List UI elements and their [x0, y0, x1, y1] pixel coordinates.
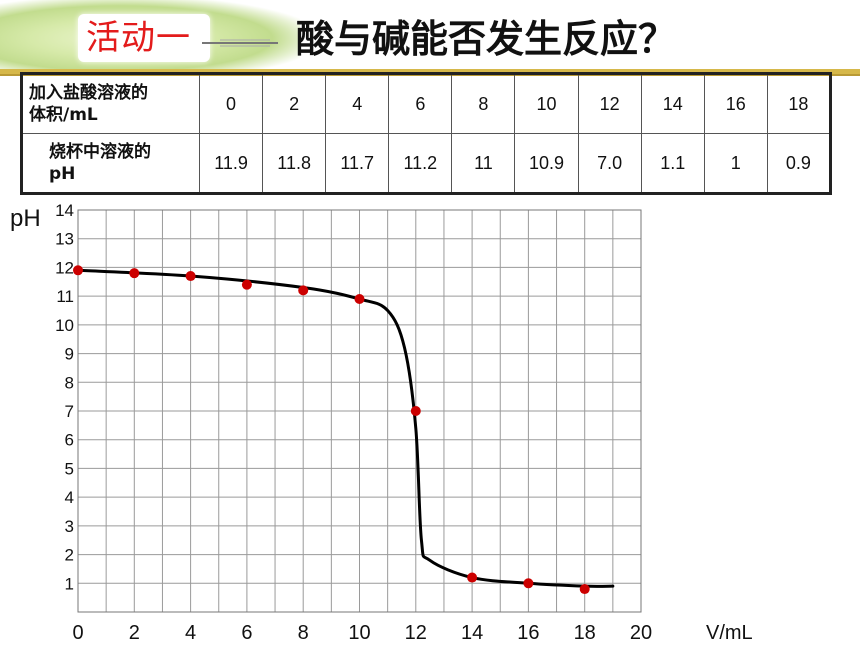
- x-tick-label: 10: [348, 622, 370, 644]
- chart-points-layer: [73, 265, 590, 595]
- data-point: [467, 572, 478, 583]
- y-tick-label: 14: [55, 201, 74, 220]
- y-tick-label: 10: [55, 316, 74, 335]
- y-tick-label: 8: [65, 373, 74, 392]
- y-tick-label: 7: [65, 402, 74, 421]
- activity-label: 活动一: [86, 18, 191, 58]
- ph-cell: 11: [451, 133, 516, 194]
- x-tick-label: 20: [630, 622, 652, 644]
- x-tick-label: 16: [517, 622, 539, 644]
- row-header-volume-line2: 体积/mL: [29, 105, 98, 125]
- data-point: [129, 268, 140, 279]
- row-header-volume-line1: 加入盐酸溶液的: [29, 83, 148, 103]
- row-header-ph: 烧杯中溶液的 pH: [21, 133, 200, 194]
- volume-cell: 2: [262, 73, 327, 134]
- y-tick-label: 13: [55, 230, 74, 249]
- table-row-volume: 加入盐酸溶液的 体积/mL 0 2 4 6 8 10 12 14 16 18: [21, 73, 832, 134]
- pen-icon: [202, 39, 278, 47]
- page-title: 酸与碱能否发生反应？: [296, 17, 677, 61]
- row-header-ph-line2: pH: [49, 164, 76, 184]
- ph-cell: 1.1: [640, 133, 705, 194]
- x-tick-label: 4: [185, 622, 196, 644]
- ph-cell: 10.9: [514, 133, 579, 194]
- y-tick-label: 5: [65, 459, 74, 478]
- x-tick-label: 0: [72, 622, 83, 644]
- volume-cell: 10: [514, 73, 579, 134]
- data-point: [73, 265, 83, 276]
- y-tick-label: 2: [65, 546, 74, 565]
- y-tick-label: 11: [56, 287, 74, 306]
- y-tick-label: 3: [65, 517, 74, 536]
- data-table: 加入盐酸溶液的 体积/mL 0 2 4 6 8 10 12 14 16 18 烧…: [20, 72, 832, 195]
- ph-cell: 7.0: [577, 133, 642, 194]
- x-tick-label: 6: [241, 622, 252, 644]
- plot-frame: [77, 209, 642, 613]
- x-tick-label: 18: [574, 622, 596, 644]
- x-tick-label: 12: [405, 622, 427, 644]
- x-tick-label: 2: [129, 622, 140, 644]
- ph-cell: 0.9: [766, 133, 832, 194]
- ph-cell: 1: [703, 133, 768, 194]
- volume-cell: 0: [198, 73, 264, 134]
- volume-cell: 14: [640, 73, 705, 134]
- volume-cell: 12: [577, 73, 642, 134]
- ph-cell: 11.8: [262, 133, 327, 194]
- titration-curve: [76, 268, 615, 588]
- y-tick-label: 4: [65, 488, 74, 507]
- ph-cell: 11.7: [325, 133, 390, 194]
- volume-cell: 18: [766, 73, 832, 134]
- volume-cell: 8: [451, 73, 516, 134]
- data-point: [410, 406, 421, 416]
- volume-cell: 16: [703, 73, 768, 134]
- y-axis-label: pH: [10, 205, 41, 232]
- data-point: [579, 584, 590, 595]
- y-tick-label: 1: [65, 574, 74, 593]
- data-point: [354, 294, 365, 305]
- row-header-volume: 加入盐酸溶液的 体积/mL: [21, 73, 200, 134]
- x-axis-label: V/mL: [706, 622, 753, 644]
- y-tick-label: 9: [65, 345, 74, 364]
- volume-cell: 4: [325, 73, 390, 134]
- y-tick-label: 6: [65, 431, 74, 450]
- row-header-ph-line1: 烧杯中溶液的: [49, 142, 151, 162]
- chart-curve-layer: [76, 268, 615, 588]
- data-point: [185, 271, 196, 282]
- x-tick-label: 14: [461, 622, 483, 644]
- data-point: [241, 279, 252, 290]
- x-tick-label: 8: [298, 622, 309, 644]
- table-row-ph: 烧杯中溶液的 pH 11.9 11.8 11.7 11.2 11 10.9 7.…: [21, 133, 832, 194]
- data-point: [523, 578, 534, 589]
- ph-cell: 11.2: [388, 133, 453, 194]
- title-divider: [0, 69, 860, 74]
- volume-cell: 6: [388, 73, 453, 134]
- chart-grid: [77, 209, 642, 613]
- activity-label-box: [78, 14, 210, 62]
- y-tick-label: 12: [55, 258, 74, 277]
- data-point: [298, 285, 309, 296]
- ph-cell: 11.9: [198, 133, 264, 194]
